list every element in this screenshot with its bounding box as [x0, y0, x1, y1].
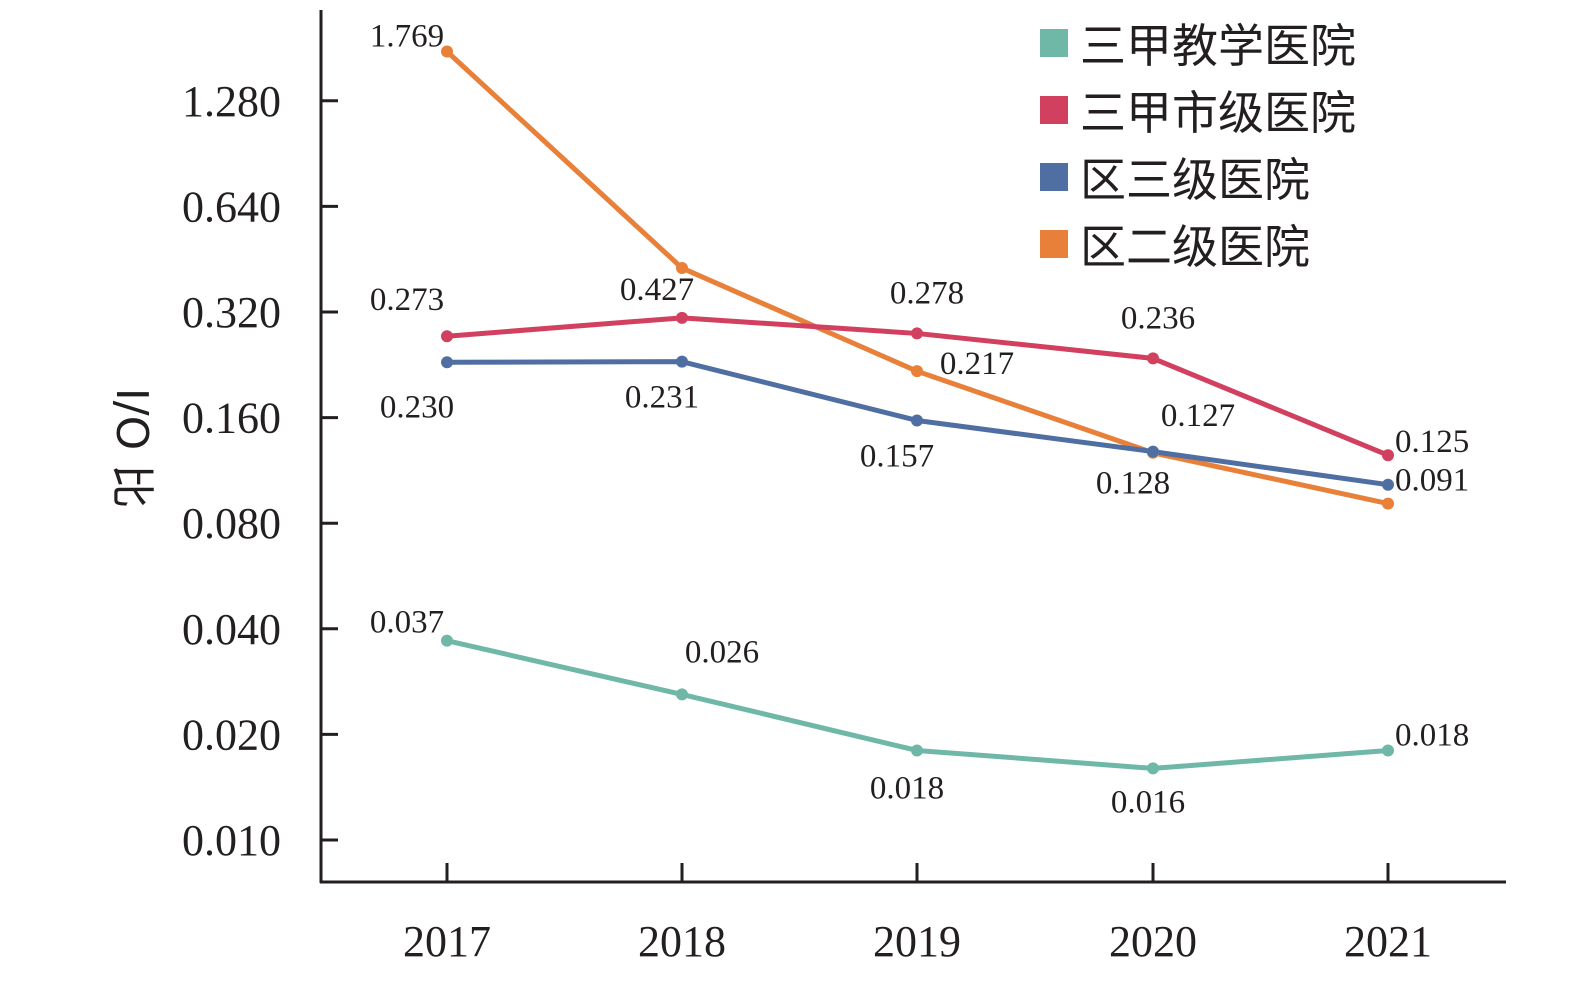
- data-point: [676, 311, 688, 324]
- y-tick-label: 0.160: [182, 394, 281, 443]
- data-label: 0.236: [1121, 300, 1195, 336]
- data-label: 1.769: [370, 19, 444, 55]
- y-tick-label: 0.020: [182, 710, 281, 759]
- legend-swatch: [1040, 230, 1068, 258]
- data-point: [1382, 449, 1394, 462]
- y-ticks: 0.010 0.020 0.040 0.080 0.160 0.320 0.640 1.280: [182, 77, 338, 865]
- x-tick-label: 2017: [403, 917, 491, 966]
- data-point: [911, 327, 923, 340]
- data-point: [911, 414, 923, 427]
- axes: [319, 10, 1506, 884]
- data-point: [1382, 497, 1394, 510]
- data-point: [676, 262, 688, 275]
- data-label: 0.091: [1395, 463, 1469, 499]
- data-label: 0.231: [625, 380, 699, 416]
- x-tick-label: 2020: [1109, 917, 1197, 966]
- data-point: [441, 330, 453, 343]
- data-point: [676, 688, 688, 701]
- y-axis-title: I/O 比: [106, 388, 157, 508]
- legend-swatch: [1040, 96, 1068, 124]
- data-label: 0.157: [860, 438, 934, 474]
- data-labels: 0.037 0.026 0.018 0.016 0.018 0.273 0.427 0.278…: [370, 19, 1469, 821]
- data-label: 0.037: [370, 605, 444, 641]
- data-point: [911, 365, 923, 378]
- data-label: 0.127: [1161, 398, 1235, 434]
- data-point: [441, 45, 453, 58]
- legend-label: 区二级医院: [1080, 220, 1310, 274]
- x-ticks: 2017 2018 2019 2020 2021: [403, 863, 1432, 966]
- data-label: 0.230: [380, 389, 454, 425]
- legend-swatch: [1040, 29, 1068, 57]
- legend-label: 区三级医院: [1080, 153, 1310, 207]
- legend-label: 三甲教学医院: [1080, 19, 1356, 73]
- data-point: [441, 356, 453, 369]
- data-label: 0.018: [870, 770, 944, 806]
- data-label: 0.128: [1096, 466, 1170, 502]
- data-label: 0.026: [685, 634, 759, 670]
- data-point: [1147, 445, 1159, 458]
- x-tick-label: 2019: [873, 917, 961, 966]
- series-markers: [441, 45, 1394, 775]
- data-point: [1382, 478, 1394, 491]
- data-point: [1382, 744, 1394, 757]
- y-tick-label: 0.040: [182, 605, 281, 654]
- x-tick-label: 2021: [1344, 917, 1432, 966]
- legend-label: 三甲市级医院: [1080, 86, 1356, 140]
- data-label: 0.016: [1111, 784, 1185, 820]
- legend-swatch: [1040, 163, 1068, 191]
- data-point: [1147, 762, 1159, 775]
- y-tick-label: 1.280: [182, 77, 281, 126]
- data-point: [911, 744, 923, 757]
- data-label: 0.125: [1395, 424, 1469, 460]
- y-tick-label: 0.010: [182, 816, 281, 865]
- data-label: 0.217: [940, 346, 1014, 382]
- y-tick-label: 0.320: [182, 288, 281, 337]
- data-label: 0.273: [370, 282, 444, 318]
- data-point: [441, 634, 453, 647]
- y-tick-label: 0.640: [182, 182, 281, 231]
- data-label: 0.018: [1395, 717, 1469, 753]
- data-label: 0.427: [620, 272, 694, 308]
- y-tick-label: 0.080: [182, 499, 281, 548]
- data-point: [676, 355, 688, 368]
- x-tick-label: 2018: [638, 917, 726, 966]
- data-label: 0.278: [890, 275, 964, 311]
- data-point: [1147, 352, 1159, 365]
